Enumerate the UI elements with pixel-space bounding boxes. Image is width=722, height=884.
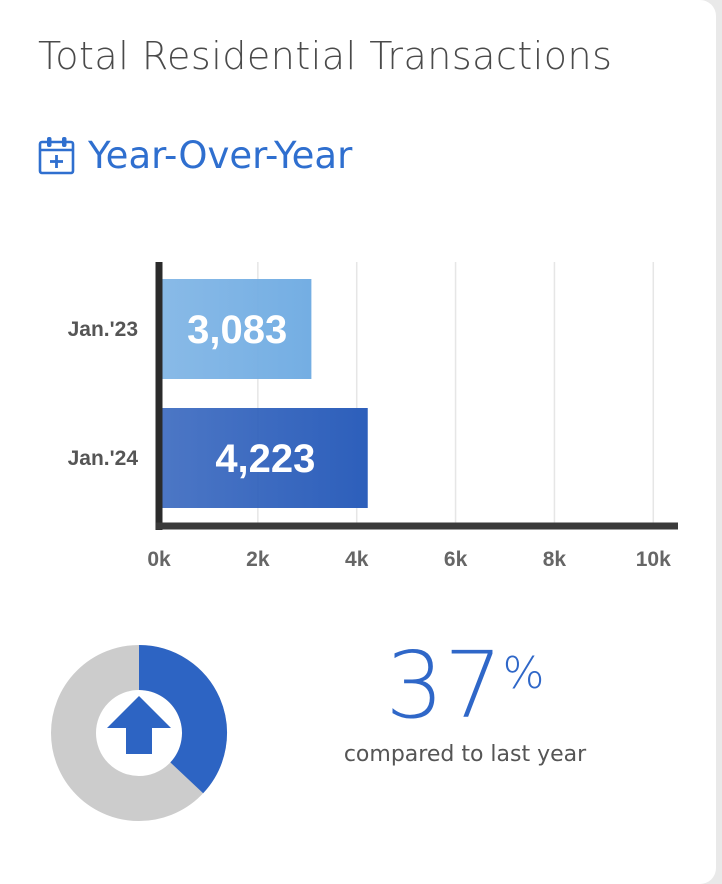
x-tick-label: 2k [246,548,270,571]
comparison-caption: compared to last year [343,742,587,767]
percent-value: 37 [385,632,503,739]
subtitle-row: Year-Over-Year [38,134,352,177]
arrow-up-icon [107,696,171,754]
page-title: Total Residential Transactions [38,34,613,78]
x-tick-label: 0k [147,548,171,571]
bar-value-label: 3,083 [187,308,287,352]
bar-1 [159,279,312,379]
calendar-plus-icon [38,136,75,174]
bar-2 [159,408,368,508]
x-tick-label: 10k [636,548,671,571]
bar-value-label: 4,223 [215,437,315,481]
x-tick-label: 4k [345,548,369,571]
percent-change: 37% [340,640,590,732]
x-tick-label: 8k [543,548,567,571]
subtitle: Year-Over-Year [88,134,353,177]
donut-progress [137,645,227,794]
category-label: Jan.'23 [68,318,138,341]
x-tick-label: 6k [444,548,468,571]
category-label: Jan.'24 [68,447,139,470]
bar-chart: 3,083 Jan.'23 4,223 Jan.'24 0k 2k 4k 6k 8k 10k [68,262,678,571]
percent-symbol: % [502,648,545,699]
change-donut [51,645,227,821]
